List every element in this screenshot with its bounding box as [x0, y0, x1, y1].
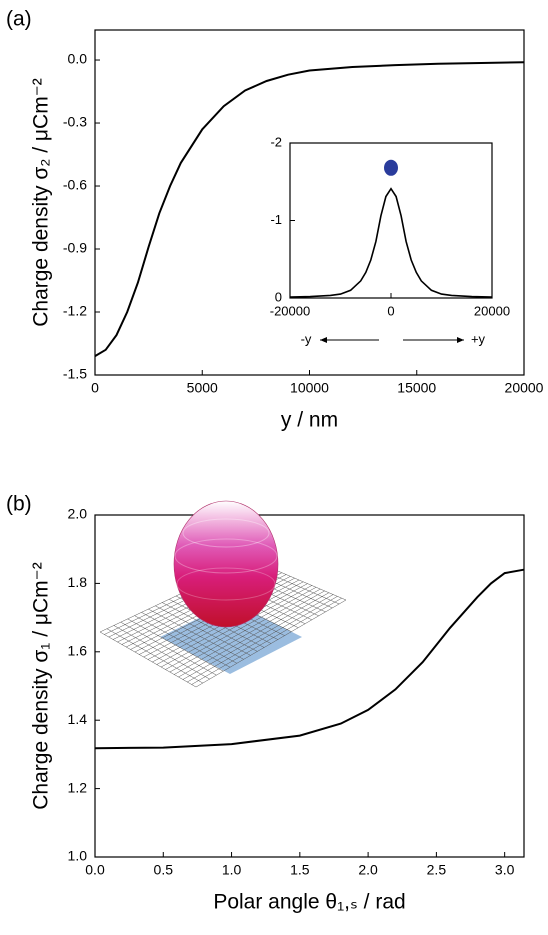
x-tick-label: 2.0: [358, 862, 378, 878]
droplet: [173, 500, 279, 628]
y-tick-label: 0: [275, 289, 282, 304]
data-line: [289, 187, 493, 298]
x-tick-label: 5000: [187, 380, 218, 396]
y-tick-label: 0.0: [68, 51, 88, 67]
data-line: [94, 568, 524, 750]
droplet-band: [176, 567, 276, 601]
y-axis-label: Charge density σ₂ / μCm⁻²: [30, 78, 53, 327]
mesh-line: [174, 590, 325, 675]
x-tick-label: 20000: [505, 380, 544, 396]
panel-label: (a): [6, 8, 32, 31]
arrow-head: [457, 337, 464, 343]
droplet-band: [174, 538, 278, 574]
mesh-line: [182, 594, 334, 680]
y-tick-label: -0.9: [63, 240, 87, 256]
x-axis-label: Polar angle θ₁,ₛ / rad: [213, 891, 405, 914]
y-axis-label: Charge density σ₁ / μCm⁻²: [30, 562, 53, 809]
x-tick-label: 0: [91, 380, 99, 396]
mesh-line: [187, 596, 338, 683]
mesh-line: [160, 585, 312, 668]
y-tick-label: 1.8: [68, 574, 88, 590]
y-tick-label: 1.4: [68, 711, 88, 727]
y-tick-label: 1.0: [68, 848, 88, 864]
x-tick-label: 10000: [290, 380, 329, 396]
y-tick-label: -1.2: [63, 303, 87, 319]
direction-label: -y: [301, 331, 312, 346]
y-tick-label: -0.3: [63, 114, 87, 130]
x-tick-label: 3.0: [495, 862, 515, 878]
x-tick-label: -20000: [270, 303, 310, 318]
direction-label: +y: [471, 331, 486, 346]
y-tick-label: 2.0: [68, 506, 88, 522]
mesh-line: [195, 599, 347, 688]
x-tick-label: 20000: [474, 303, 510, 318]
plot-frame: [94, 29, 525, 376]
x-tick-label: 1.5: [290, 862, 310, 878]
y-tick-label: -2: [270, 134, 282, 149]
droplet-band: [182, 518, 270, 548]
y-tick-label: -1: [270, 212, 282, 227]
plot-frame: [289, 142, 493, 299]
mesh-line: [178, 592, 330, 678]
y-tick-label: 1.6: [68, 643, 88, 659]
x-tick-label: 1.0: [222, 862, 242, 878]
y-tick-label: -0.6: [63, 177, 87, 193]
x-axis-label: y / nm: [281, 409, 338, 432]
x-tick-label: 2.5: [427, 862, 447, 878]
arrow-head: [320, 337, 327, 343]
droplet-illustration: [173, 500, 279, 628]
mesh-line: [165, 587, 317, 670]
y-tick-label: 1.2: [68, 779, 88, 795]
mesh-line: [191, 597, 342, 685]
y-tick-label: -1.5: [63, 366, 87, 382]
x-tick-label: 0: [387, 303, 394, 318]
mesh-line: [169, 588, 321, 673]
plot-frame: [94, 514, 525, 858]
x-tick-label: 0.5: [154, 862, 174, 878]
data-line: [94, 61, 525, 357]
x-tick-label: 0.0: [85, 862, 105, 878]
panel-label: (b): [6, 493, 32, 516]
data-point: [384, 159, 398, 176]
x-tick-label: 15000: [397, 380, 436, 396]
